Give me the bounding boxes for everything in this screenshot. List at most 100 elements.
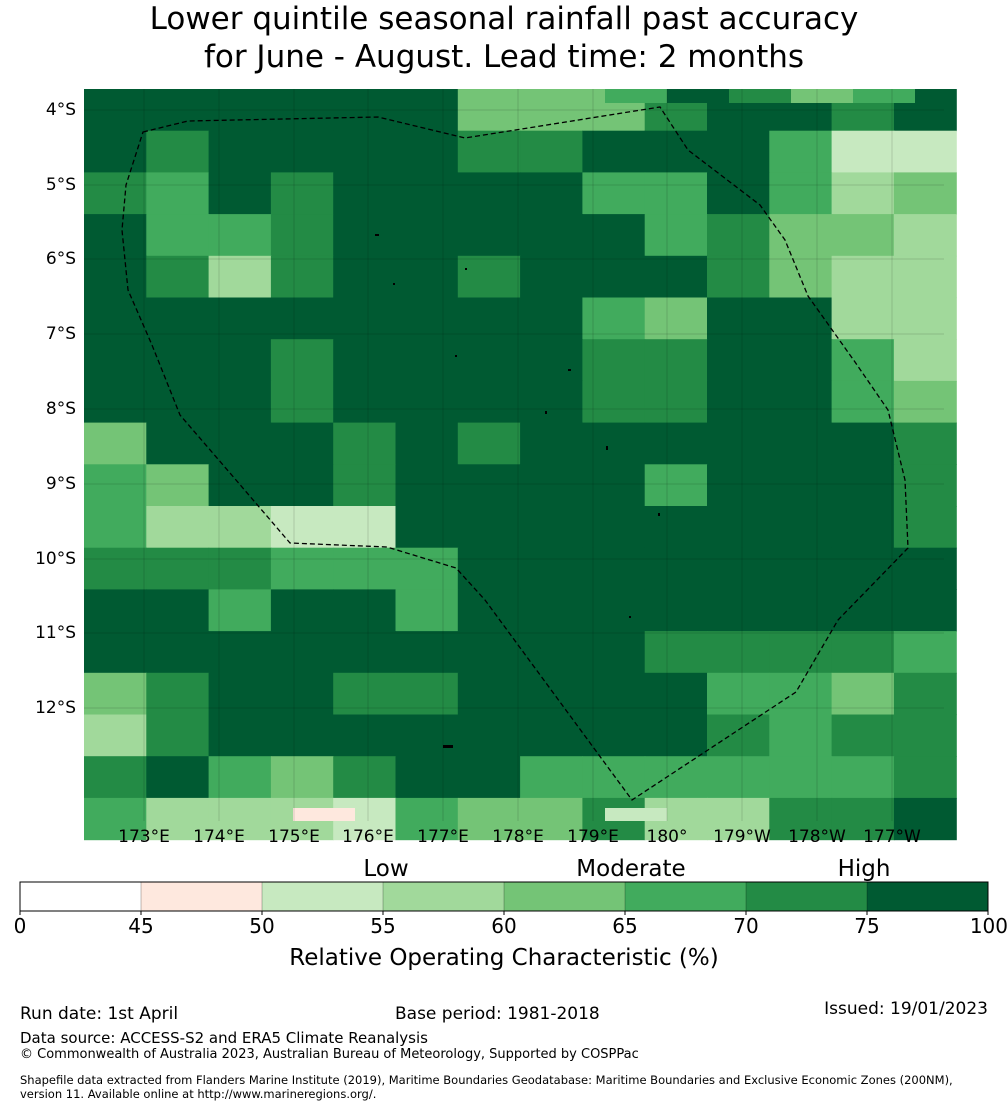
grid-cell — [520, 339, 583, 382]
grid-cell — [893, 214, 957, 257]
colorbar-segment — [625, 882, 746, 911]
grid-cell — [769, 547, 833, 590]
grid-cell — [84, 339, 147, 382]
grid-cell — [395, 339, 459, 382]
grid-cell — [893, 464, 957, 507]
shapefile-credit-2: version 11. Available online at http://w… — [20, 1087, 377, 1101]
grid-cell — [769, 130, 833, 173]
grid-cell — [146, 255, 210, 299]
grid-cell — [84, 506, 147, 549]
y-tick-label: 7°S — [45, 324, 76, 344]
y-tick-label: 8°S — [45, 399, 76, 419]
grid-cell — [520, 172, 583, 215]
grid-cell — [707, 339, 770, 382]
grid-cell — [333, 422, 397, 465]
grid-cell — [644, 464, 708, 507]
y-tick-label: 6°S — [45, 249, 76, 269]
graticule — [84, 89, 944, 821]
grid-cell — [520, 672, 583, 716]
grid-cell — [707, 380, 770, 424]
grid-cell — [644, 631, 708, 674]
grid-cell — [707, 464, 770, 507]
grid-cell — [769, 589, 833, 632]
grid-cell — [520, 130, 583, 173]
grid-cell — [769, 380, 833, 424]
grid-cell — [769, 339, 833, 382]
x-tick-label: 178°W — [788, 827, 846, 847]
grid-cell — [270, 756, 334, 799]
grid-cell — [831, 339, 895, 382]
y-tick-label: 10°S — [35, 549, 76, 569]
grid-cell — [893, 506, 957, 549]
x-tick-label: 174°E — [193, 827, 245, 847]
grid-cell — [707, 756, 770, 799]
grid-cell — [208, 214, 272, 257]
grid-cell — [333, 214, 397, 257]
grid-cell — [293, 808, 355, 821]
grid-cell — [333, 89, 397, 132]
grid-cell — [84, 589, 147, 632]
grid-cell — [333, 130, 397, 173]
y-tick-label: 5°S — [45, 175, 76, 195]
grid-cell — [582, 756, 646, 799]
grid-cell — [208, 797, 272, 841]
grid-cell — [208, 589, 272, 632]
grid-cell — [893, 714, 957, 757]
grid-cell — [605, 89, 667, 103]
grid-cell — [893, 422, 957, 465]
grid-cell — [146, 797, 210, 841]
grid-cell — [582, 631, 646, 674]
grid-cell — [520, 797, 583, 841]
grid-cell — [270, 339, 334, 382]
grid-cell — [146, 506, 210, 549]
grid-cell — [333, 714, 397, 757]
grid-cell — [208, 255, 272, 299]
grid-cell — [270, 214, 334, 257]
grid-cell — [333, 380, 397, 424]
grid-cell — [270, 631, 334, 674]
x-tick-label: 176°E — [342, 827, 394, 847]
grid-cell — [520, 422, 583, 465]
grid-cell — [520, 714, 583, 757]
grid-cell — [769, 422, 833, 465]
grid-cell — [644, 255, 708, 299]
grid-cell — [791, 89, 853, 103]
colorbar-tick: 60 — [491, 914, 517, 938]
grid-cell — [769, 631, 833, 674]
grid-cell — [395, 756, 459, 799]
grid-cell — [395, 714, 459, 757]
colorbar — [19, 881, 989, 915]
grid-cell — [146, 380, 210, 424]
grid-cell — [208, 464, 272, 507]
grid-cell — [84, 297, 147, 340]
grid-cell — [582, 506, 646, 549]
grid-cell — [644, 297, 708, 340]
grid-cell — [333, 547, 397, 590]
colorbar-segment — [262, 882, 383, 911]
grid-cell — [395, 172, 459, 215]
grid-cell — [582, 589, 646, 632]
grid-cell — [395, 255, 459, 299]
x-tick-label: 179°E — [567, 827, 619, 847]
grid-cell — [707, 130, 770, 173]
colorbar-tick: 55 — [370, 914, 396, 938]
grid-cell — [457, 214, 521, 257]
colorbar-tick: 100 — [969, 914, 1008, 938]
eez-boundary — [121, 106, 909, 801]
roc-grid — [84, 89, 957, 841]
grid-cell — [707, 214, 770, 257]
grid-cell — [208, 297, 272, 340]
grid-cell — [333, 255, 397, 299]
grid-cell — [520, 589, 583, 632]
grid-cell — [582, 172, 646, 215]
grid-cell — [707, 172, 770, 215]
grid-cell — [457, 756, 521, 799]
grid-cell — [667, 89, 729, 103]
colorbar-segment — [141, 882, 262, 911]
grid-cell — [457, 547, 521, 590]
grid-cell — [769, 672, 833, 716]
grid-cell — [893, 756, 957, 799]
run-date: Run date: 1st April — [20, 1004, 179, 1024]
grid-cell — [84, 756, 147, 799]
grid-cell — [270, 714, 334, 757]
